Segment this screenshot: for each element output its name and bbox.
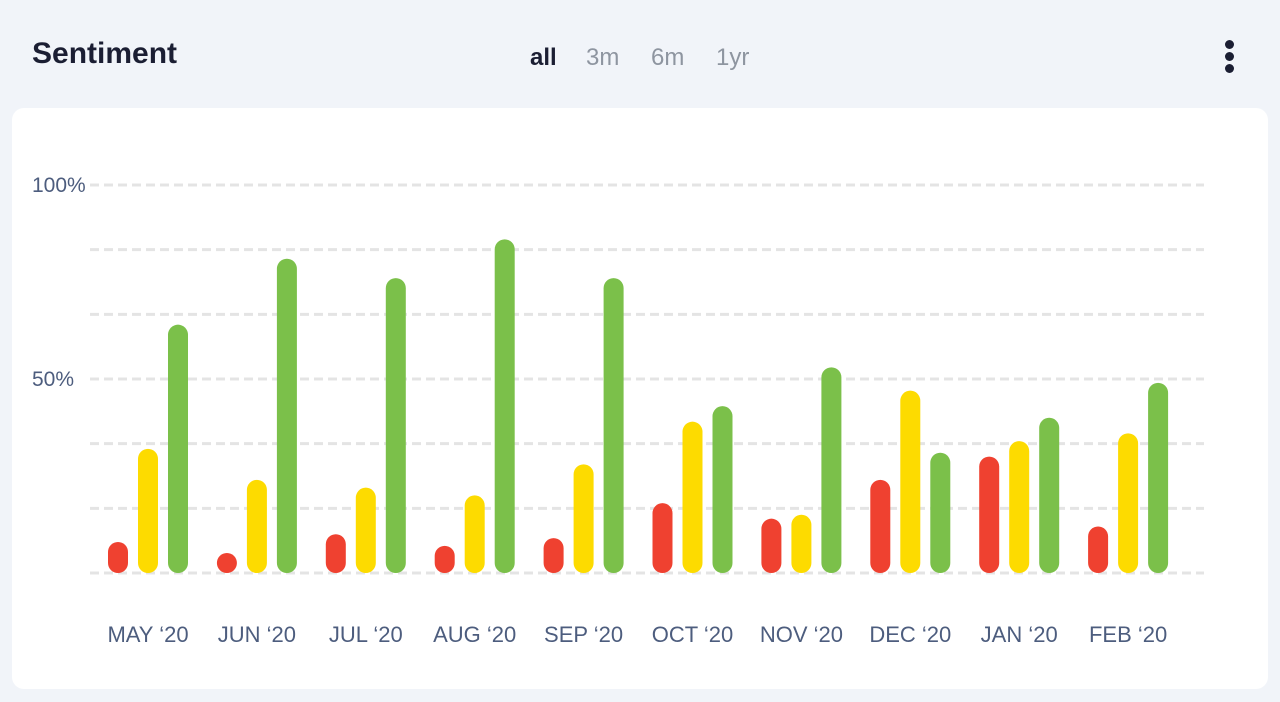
bar-negative[interactable] <box>979 456 1000 573</box>
bar-negative[interactable] <box>652 503 673 573</box>
more-options-button[interactable] <box>1216 38 1244 74</box>
bar-neutral[interactable] <box>246 479 267 573</box>
bar-neutral[interactable] <box>900 390 921 573</box>
bar-positive[interactable] <box>821 367 842 573</box>
x-tick-label: JUL ‘20 <box>329 622 403 647</box>
sentiment-bar-chart: 100% 50% MAY ‘20 JUN ‘20 JUL ‘20 AUG ‘20 SEP … <box>32 174 1204 647</box>
tab-3m[interactable]: 3m <box>586 44 620 71</box>
bar-neutral[interactable] <box>573 464 594 573</box>
bar-negative[interactable] <box>543 538 564 573</box>
y-tick-label: 100% <box>32 174 86 197</box>
bar-positive[interactable] <box>385 278 406 573</box>
bar-negative[interactable] <box>870 479 891 573</box>
bar-neutral[interactable] <box>791 514 812 573</box>
x-tick-label: AUG ‘20 <box>433 622 516 647</box>
bar-positive[interactable] <box>1039 417 1060 573</box>
x-tick-label: SEP ‘20 <box>544 622 623 647</box>
bar-positive[interactable] <box>168 324 188 573</box>
page-title: Sentiment <box>32 37 178 70</box>
x-tick-label: NOV ‘20 <box>760 622 843 647</box>
bar-positive[interactable] <box>494 239 515 573</box>
bar-neutral[interactable] <box>464 495 485 573</box>
bar-neutral[interactable] <box>138 448 158 573</box>
y-axis-ticks: 100% 50% <box>32 174 86 391</box>
tab-6m[interactable]: 6m <box>651 44 685 71</box>
bar-negative[interactable] <box>108 541 128 573</box>
x-tick-label: OCT ‘20 <box>652 622 734 647</box>
tab-1yr[interactable]: 1yr <box>716 44 750 71</box>
bar-negative[interactable] <box>434 545 455 573</box>
bar-positive[interactable] <box>712 406 733 573</box>
x-tick-label: JUN ‘20 <box>218 622 296 647</box>
chart-card: 100% 50% MAY ‘20 JUN ‘20 JUL ‘20 AUG ‘20 SEP … <box>12 108 1268 689</box>
tab-all[interactable]: all <box>530 44 557 71</box>
bar-negative[interactable] <box>216 553 237 573</box>
bar-positive[interactable] <box>930 452 951 573</box>
y-tick-label: 50% <box>32 368 74 391</box>
bar-neutral[interactable] <box>1118 433 1139 573</box>
bar-positive[interactable] <box>1148 382 1169 573</box>
bars <box>108 239 1169 573</box>
bar-positive[interactable] <box>276 258 297 573</box>
bar-negative[interactable] <box>761 518 782 573</box>
x-tick-label: JAN ‘20 <box>981 622 1058 647</box>
x-axis-labels: MAY ‘20 JUN ‘20 JUL ‘20 AUG ‘20 SEP ‘20 OCT ‘… <box>107 622 1167 647</box>
card-header: Sentiment all 3m 6m 1yr <box>0 0 1280 108</box>
bar-negative[interactable] <box>1088 526 1109 573</box>
bar-neutral[interactable] <box>1009 441 1030 573</box>
x-tick-label: MAY ‘20 <box>107 622 188 647</box>
bar-negative[interactable] <box>325 534 346 573</box>
bar-neutral[interactable] <box>355 487 376 573</box>
bar-neutral[interactable] <box>682 421 703 573</box>
x-tick-label: DEC ‘20 <box>869 622 951 647</box>
x-tick-label: FEB ‘20 <box>1089 622 1167 647</box>
bar-positive[interactable] <box>603 278 624 573</box>
